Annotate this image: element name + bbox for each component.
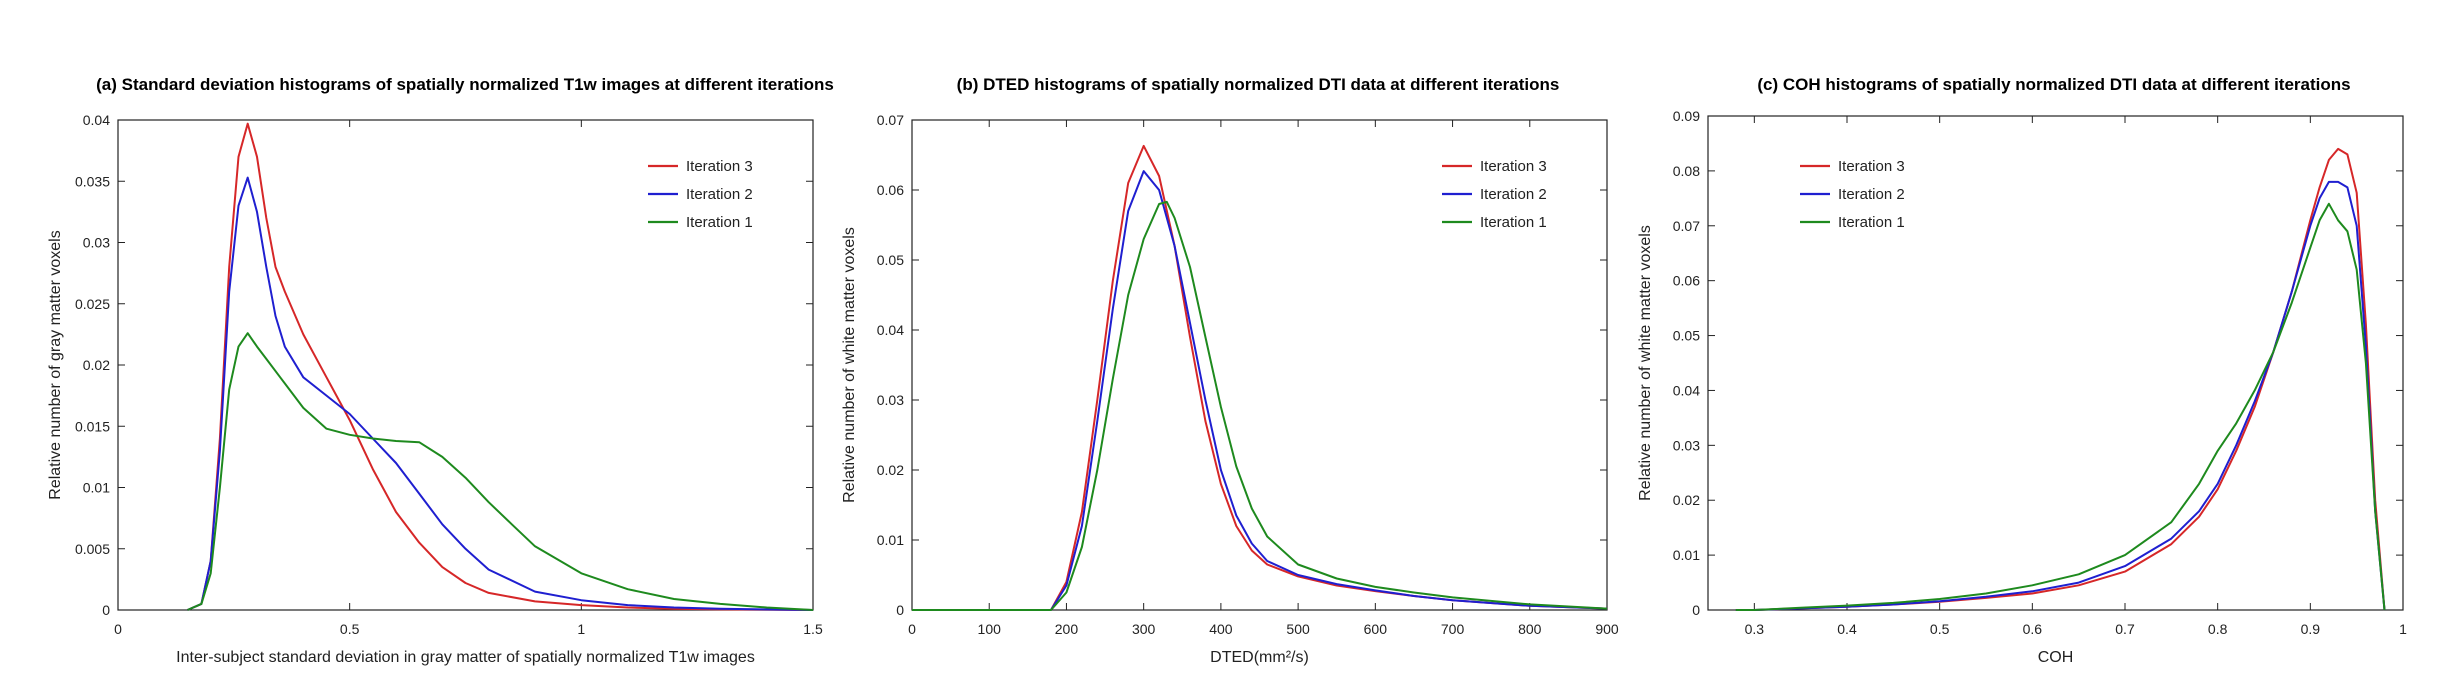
x-axis-label: DTED(mm²/s) bbox=[1210, 649, 1309, 666]
series-line-iteration-2 bbox=[912, 170, 1608, 611]
y-tick-label: 0.09 bbox=[1673, 108, 1700, 124]
x-tick-label: 0.9 bbox=[2301, 621, 2321, 637]
x-tick-label: 900 bbox=[1595, 621, 1619, 637]
x-tick-label: 1 bbox=[577, 621, 585, 637]
x-tick-label: 200 bbox=[1055, 621, 1079, 637]
chart-panel-1: (b) DTED histograms of spatially normali… bbox=[841, 75, 1619, 666]
y-tick-label: 0.05 bbox=[877, 252, 904, 268]
legend-label: Iteration 1 bbox=[686, 214, 753, 231]
series-line-iteration-2 bbox=[187, 176, 814, 611]
y-tick-label: 0.02 bbox=[877, 462, 904, 478]
y-tick-label: 0.06 bbox=[877, 182, 904, 198]
y-tick-label: 0.02 bbox=[1673, 492, 1700, 508]
y-tick-label: 0.01 bbox=[1673, 547, 1700, 563]
chart-title: (b) DTED histograms of spatially normali… bbox=[957, 75, 1560, 94]
legend-label: Iteration 1 bbox=[1838, 214, 1905, 231]
series-line-iteration-3 bbox=[187, 122, 814, 611]
chart-title: (c) COH histograms of spatially normaliz… bbox=[1757, 75, 2350, 94]
x-tick-label: 500 bbox=[1286, 621, 1310, 637]
legend: Iteration 3 Iteration 2 Iteration 1 bbox=[1442, 158, 1547, 231]
chart-title: (a) Standard deviation histograms of spa… bbox=[96, 75, 834, 94]
y-tick-label: 0.03 bbox=[1673, 437, 1700, 453]
legend-label: Iteration 2 bbox=[686, 186, 753, 203]
x-tick-label: 1.5 bbox=[803, 621, 823, 637]
x-tick-label: 1 bbox=[2399, 621, 2407, 637]
y-tick-label: 0 bbox=[896, 602, 904, 618]
series-line-iteration-1 bbox=[187, 332, 814, 611]
y-tick-label: 0.015 bbox=[75, 418, 110, 434]
x-tick-label: 0 bbox=[908, 621, 916, 637]
y-tick-label: 0.025 bbox=[75, 296, 110, 312]
x-tick-label: 0.4 bbox=[1837, 621, 1857, 637]
x-tick-label: 400 bbox=[1209, 621, 1233, 637]
legend-label: Iteration 3 bbox=[1838, 158, 1905, 175]
y-axis-label: Relative number of white matter voxels bbox=[1637, 225, 1654, 501]
legend-label: Iteration 2 bbox=[1480, 186, 1547, 203]
y-tick-label: 0.04 bbox=[1673, 382, 1700, 398]
x-tick-label: 0.5 bbox=[340, 621, 360, 637]
series-line-iteration-3 bbox=[1735, 147, 2386, 611]
x-axis-label: COH bbox=[2038, 649, 2074, 666]
y-tick-label: 0.06 bbox=[1673, 273, 1700, 289]
x-tick-label: 300 bbox=[1132, 621, 1156, 637]
x-tick-label: 800 bbox=[1518, 621, 1542, 637]
x-tick-label: 0.6 bbox=[2023, 621, 2043, 637]
y-axis-label: Relative number of white matter voxels bbox=[841, 227, 858, 503]
x-tick-label: 0.7 bbox=[2115, 621, 2135, 637]
y-tick-label: 0.01 bbox=[83, 480, 110, 496]
legend-label: Iteration 3 bbox=[686, 158, 753, 175]
y-tick-label: 0.07 bbox=[1673, 218, 1700, 234]
y-tick-label: 0.01 bbox=[877, 532, 904, 548]
y-axis-label: Relative number of gray matter voxels bbox=[47, 230, 64, 499]
series-line-iteration-2 bbox=[1735, 180, 2386, 611]
x-tick-label: 700 bbox=[1441, 621, 1465, 637]
legend-label: Iteration 2 bbox=[1838, 186, 1905, 203]
y-tick-label: 0.04 bbox=[83, 112, 110, 128]
series-line-iteration-1 bbox=[1735, 202, 2386, 611]
x-axis-label: Inter-subject standard deviation in gray… bbox=[176, 649, 755, 666]
x-tick-label: 0 bbox=[114, 621, 122, 637]
x-tick-label: 600 bbox=[1364, 621, 1388, 637]
legend-label: Iteration 3 bbox=[1480, 158, 1547, 175]
plot-area-frame bbox=[1707, 115, 2404, 611]
y-tick-label: 0.08 bbox=[1673, 163, 1700, 179]
y-tick-label: 0.035 bbox=[75, 173, 110, 189]
legend: Iteration 3 Iteration 2 Iteration 1 bbox=[1800, 158, 1905, 231]
y-tick-label: 0.03 bbox=[877, 392, 904, 408]
chart-panel-0: (a) Standard deviation histograms of spa… bbox=[47, 75, 834, 666]
y-tick-label: 0.02 bbox=[83, 357, 110, 373]
chart-panel-2: (c) COH histograms of spatially normaliz… bbox=[1637, 75, 2407, 666]
x-tick-label: 0.3 bbox=[1745, 621, 1765, 637]
y-tick-label: 0.03 bbox=[83, 235, 110, 251]
y-tick-label: 0.05 bbox=[1673, 328, 1700, 344]
y-tick-label: 0 bbox=[102, 602, 110, 618]
legend: Iteration 3 Iteration 2 Iteration 1 bbox=[648, 158, 753, 231]
y-tick-label: 0 bbox=[1692, 602, 1700, 618]
legend-label: Iteration 1 bbox=[1480, 214, 1547, 231]
x-tick-label: 0.8 bbox=[2208, 621, 2228, 637]
y-tick-label: 0.04 bbox=[877, 322, 904, 338]
series-line-iteration-1 bbox=[912, 200, 1608, 611]
x-tick-label: 0.5 bbox=[1930, 621, 1950, 637]
y-tick-label: 0.07 bbox=[877, 112, 904, 128]
plot-area-frame bbox=[911, 119, 1608, 611]
x-tick-label: 100 bbox=[978, 621, 1002, 637]
y-tick-label: 0.005 bbox=[75, 541, 110, 557]
